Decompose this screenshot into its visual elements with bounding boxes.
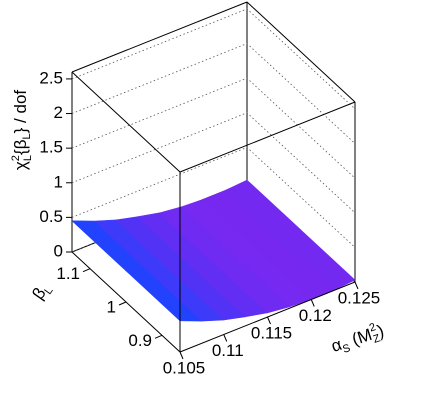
grid-line [71,8,356,110]
y-tick-label: 1.1 [56,264,80,283]
grid-line [71,77,356,179]
z-title-part: χ [11,161,30,170]
y-tick [118,301,127,306]
z-tick-label: 0 [54,241,63,260]
y-title-part: L [42,285,55,297]
y-axis-title: βL [29,279,56,304]
x-tick-label: 0.12 [299,306,332,325]
x-tick-label: 0.105 [163,358,206,377]
x-tick [354,281,359,290]
y-tick-label: 0.9 [128,331,152,350]
y-tick [82,268,91,273]
x-tick-label: 0.115 [251,323,292,342]
x-tick [179,351,184,360]
grid-line [71,43,356,144]
z-tick-label: 2.5 [39,68,63,87]
x-tick [267,316,271,325]
box-edge [246,1,356,103]
x-tick-label: 0.11 [212,341,244,360]
z-tick-label: 1.5 [39,138,63,157]
box-edge [71,71,181,173]
box-edge [71,1,248,73]
x-tick [310,299,315,307]
z-title-part: } / dof [11,90,30,134]
x-title-part: S [341,342,352,356]
surface-cell [278,229,356,291]
y-tick-label: 1 [107,297,116,316]
x-tick-label: 0.125 [338,288,381,307]
z-tick-label: 0.5 [39,207,63,226]
x-title-part: Z [372,332,382,346]
z-tick-label: 1 [54,172,63,191]
grid-line [71,146,356,248]
z-title-part: { [11,149,30,155]
z-axis-title: χ2L{βL} / dof [10,90,34,171]
x-title-part: 2 [368,321,378,334]
x-axis-title: αS (M2Z) [328,319,387,359]
z-title-part: L [21,133,33,139]
z-tick-label: 2 [54,103,63,122]
z-title-part: 2 [10,155,22,161]
y-tick [154,334,163,339]
box-edge [179,101,356,173]
x-tick [223,334,228,342]
z-title-part: β [11,139,30,149]
z-title-part: L [22,155,34,161]
grid-line [71,112,356,214]
x-title-part: ) [375,322,386,342]
